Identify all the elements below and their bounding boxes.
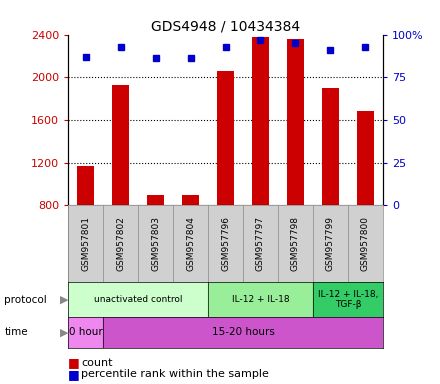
Text: GSM957799: GSM957799 bbox=[326, 216, 335, 271]
Text: ■: ■ bbox=[68, 368, 80, 381]
Bar bbox=[103, 317, 383, 348]
Bar bbox=[322, 88, 339, 205]
Title: GDS4948 / 10434384: GDS4948 / 10434384 bbox=[151, 20, 300, 33]
Text: ■: ■ bbox=[68, 356, 80, 369]
Text: IL-12 + IL-18: IL-12 + IL-18 bbox=[231, 295, 289, 304]
Text: time: time bbox=[4, 327, 28, 337]
Text: 0 hour: 0 hour bbox=[69, 327, 103, 337]
Text: ▶: ▶ bbox=[59, 327, 68, 337]
Text: GSM957804: GSM957804 bbox=[186, 217, 195, 271]
Bar bbox=[252, 37, 269, 205]
Text: GSM957798: GSM957798 bbox=[291, 216, 300, 271]
Text: GSM957802: GSM957802 bbox=[116, 217, 125, 271]
Bar bbox=[217, 71, 234, 205]
Text: percentile rank within the sample: percentile rank within the sample bbox=[81, 369, 269, 379]
Text: count: count bbox=[81, 358, 113, 368]
Bar bbox=[313, 282, 383, 317]
Text: protocol: protocol bbox=[4, 295, 47, 305]
Text: GSM957796: GSM957796 bbox=[221, 216, 230, 271]
Bar bbox=[147, 195, 164, 205]
Bar bbox=[68, 282, 208, 317]
Text: GSM957803: GSM957803 bbox=[151, 216, 160, 271]
Text: GSM957797: GSM957797 bbox=[256, 216, 265, 271]
Text: 15-20 hours: 15-20 hours bbox=[212, 327, 275, 337]
Bar bbox=[208, 282, 313, 317]
Text: GSM957800: GSM957800 bbox=[361, 216, 370, 271]
Text: unactivated control: unactivated control bbox=[94, 295, 182, 304]
Bar bbox=[77, 166, 95, 205]
Text: IL-12 + IL-18,
TGF-β: IL-12 + IL-18, TGF-β bbox=[318, 290, 378, 309]
Text: GSM957801: GSM957801 bbox=[81, 216, 90, 271]
Bar bbox=[68, 317, 103, 348]
Bar bbox=[112, 85, 129, 205]
Text: ▶: ▶ bbox=[59, 295, 68, 305]
Bar bbox=[356, 111, 374, 205]
Bar bbox=[182, 195, 199, 205]
Bar bbox=[287, 39, 304, 205]
